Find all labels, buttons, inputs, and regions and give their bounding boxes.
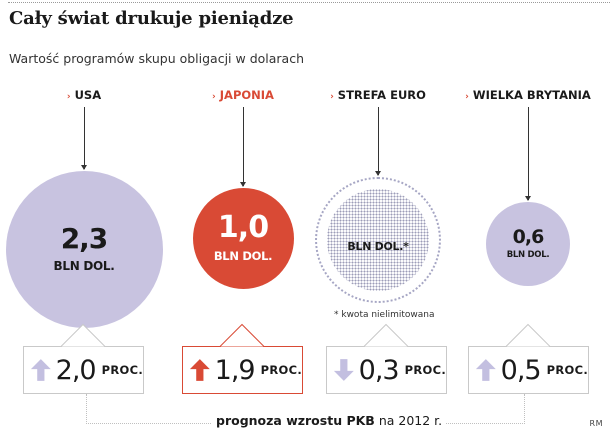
author-credit: RM (589, 419, 603, 428)
box-pointer-notch (182, 323, 303, 347)
dotted-fill (327, 189, 429, 291)
bubble-wielka-brytania: 0,6 BLN DOL. (486, 202, 570, 286)
bubble-unit-label: BLN DOL. (506, 250, 550, 260)
gdp-forecast-value: 0,3 (358, 354, 400, 386)
gdp-forecast-value: 2,0 (55, 354, 97, 386)
bubble-unit-label: BLN DOL.* (347, 239, 409, 253)
top-rule (8, 2, 610, 3)
box-pointer-notch (23, 323, 144, 347)
bubble-value: 2,3 (60, 222, 109, 255)
bubble-unit-label: BLN DOL. (213, 249, 273, 263)
chevron-icon: › (330, 92, 334, 102)
gdp-forecast-value: 1,9 (214, 354, 256, 386)
bubble-japonia: 1,0 BLN DOL. (192, 187, 294, 289)
chevron-icon: › (66, 92, 71, 102)
forecast-caption-bold: prognoza wzrostu PKB (216, 413, 375, 428)
gdp-forecast-unit: PROC. (546, 363, 588, 377)
category-label-strefa-euro: › STREFA EURO (330, 88, 426, 102)
pointer-arrow-wielka-brytania (525, 107, 531, 201)
arrow-up-icon (30, 359, 51, 381)
gdp-forecast-box-japonia: 1,9 PROC. (182, 346, 303, 394)
category-label-wielka-brytania: › WIELKA BRYTANIA (465, 88, 591, 102)
pointer-arrow-strefa-euro (375, 107, 381, 176)
category-label-text: JAPONIA (219, 88, 274, 102)
arrow-up-icon (475, 359, 496, 381)
bubble-strefa-euro: BLN DOL.* (315, 177, 441, 303)
gdp-forecast-unit: PROC. (101, 363, 143, 377)
chevron-icon: › (465, 92, 469, 102)
pointer-arrow-usa (81, 107, 87, 169)
box-pointer-notch (326, 323, 447, 347)
arrow-down-icon (333, 359, 354, 381)
category-label-text: STREFA EURO (337, 88, 426, 102)
bubble-value: 0,6 (512, 226, 545, 248)
category-label-usa: › USA (67, 88, 101, 102)
pointer-arrow-japonia (240, 107, 246, 186)
forecast-caption: prognoza wzrostu PKB na 2012 r. (212, 413, 447, 428)
gdp-forecast-box-wielka-brytania: 0,5 PROC. (468, 346, 589, 394)
gdp-forecast-box-strefa-euro: 0,3 PROC. (326, 346, 447, 394)
forecast-caption-rest: na 2012 r. (378, 413, 443, 428)
gdp-forecast-unit: PROC. (260, 363, 302, 377)
bubble-usa: 2,3 BLN DOL. (5, 170, 163, 328)
gdp-forecast-box-usa: 2,0 PROC. (23, 346, 144, 394)
bubble-unit-label: BLN DOL. (53, 259, 115, 273)
category-label-japonia: › JAPONIA (212, 88, 274, 102)
box-pointer-notch (468, 323, 589, 347)
chart-title: Cały świat drukuje pieniądze (9, 8, 294, 29)
category-label-text: WIELKA BRYTANIA (472, 88, 591, 102)
arrow-up-icon (189, 359, 210, 381)
chevron-icon: › (212, 92, 216, 102)
footnote-unlimited: * kwota nielimitowana (334, 310, 435, 320)
gdp-forecast-unit: PROC. (404, 363, 446, 377)
category-label-text: USA (74, 88, 102, 102)
bubble-value: 1,0 (217, 210, 269, 245)
chart-subtitle: Wartość programów skupu obligacji w dola… (9, 51, 305, 66)
gdp-forecast-value: 0,5 (500, 354, 542, 386)
